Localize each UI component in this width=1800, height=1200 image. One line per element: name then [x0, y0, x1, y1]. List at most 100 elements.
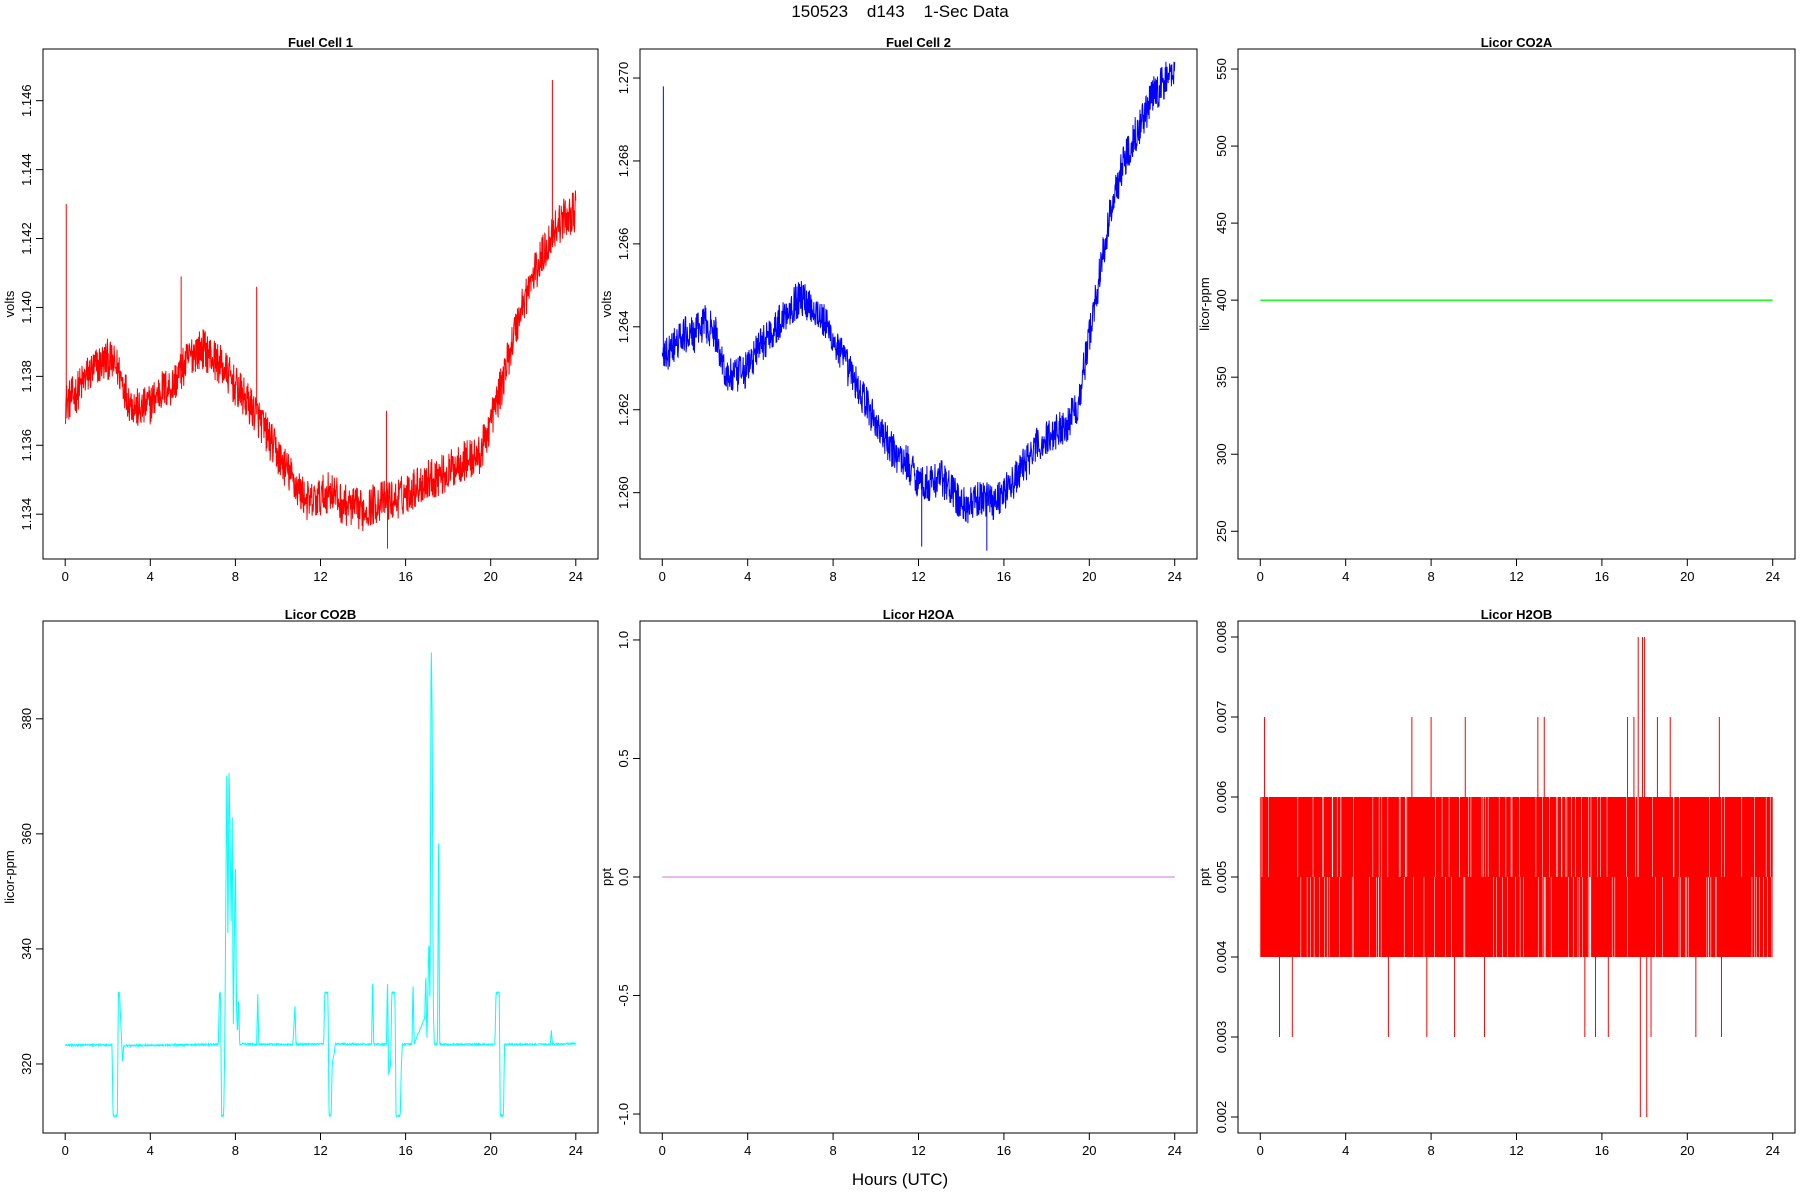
- y-tick-label: 1.144: [19, 153, 34, 186]
- y-tick-label: 340: [19, 938, 34, 960]
- y-tick-label: 0.008: [1214, 621, 1229, 654]
- y-tick-label: 0.5: [616, 749, 631, 767]
- y-axis-label: volts: [2, 290, 17, 317]
- y-tick-label: -0.5: [616, 984, 631, 1006]
- x-tick-label: 20: [1082, 569, 1096, 584]
- panel-title: Licor H2OA: [883, 607, 955, 622]
- plot-area: [64, 652, 577, 1118]
- panel-title: Fuel Cell 2: [886, 35, 951, 50]
- y-axis-label: volts: [599, 290, 614, 317]
- x-tick-label: 20: [1082, 1143, 1096, 1158]
- plot-frame: [1237, 48, 1796, 560]
- x-tick-label: 4: [147, 569, 154, 584]
- x-tick-label: 4: [1342, 569, 1349, 584]
- y-tick-label: 1.266: [616, 228, 631, 261]
- data-line: [661, 61, 1176, 524]
- x-tick-label: 24: [569, 1143, 583, 1158]
- y-tick-label: 1.262: [616, 393, 631, 426]
- panel-title: Licor H2OB: [1481, 607, 1553, 622]
- x-tick-label: 8: [1427, 569, 1434, 584]
- x-tick-label: 0: [1257, 569, 1264, 584]
- x-tick-label: 20: [483, 1143, 497, 1158]
- y-tick-label: 1.270: [616, 62, 631, 95]
- x-tick-label: 0: [1257, 1143, 1264, 1158]
- y-axis-label: licor-ppm: [1197, 277, 1212, 330]
- panel-3: Licor CO2A licor-ppm 0 4 8 12 16 20 24 250 300 350 4…: [1197, 35, 1796, 584]
- x-tick-label: 8: [232, 1143, 239, 1158]
- plot-area: [1260, 637, 1773, 1117]
- x-tick-label: 20: [1680, 1143, 1694, 1158]
- data-line: [64, 652, 577, 1118]
- y-tick-label: 300: [1214, 443, 1229, 465]
- y-tick-label: 0.003: [1214, 1021, 1229, 1054]
- y-tick-label: 1.142: [19, 222, 34, 255]
- figure-title: 150523 d143 1-Sec Data: [791, 2, 1009, 21]
- panel-2: Fuel Cell 2 volts 0 4 8 12 16 20 24 1.260 1.262 1.2…: [599, 35, 1198, 584]
- panel-1: Fuel Cell 1 volts 0 4 8 12 16 20 24 1.134 1.136 1.1…: [2, 35, 599, 584]
- x-tick-label: 12: [1509, 569, 1523, 584]
- data-line: [64, 190, 577, 532]
- x-tick-label: 8: [829, 1143, 836, 1158]
- x-tick-label: 12: [911, 569, 925, 584]
- x-tick-label: 0: [62, 569, 69, 584]
- x-tick-label: 16: [398, 569, 412, 584]
- y-tick-label: 1.0: [616, 631, 631, 649]
- y-tick-label: 0.002: [1214, 1101, 1229, 1134]
- plot-frame: [42, 620, 599, 1134]
- y-tick-label: 320: [19, 1053, 34, 1075]
- y-axis-label: ppt: [599, 868, 614, 886]
- y-tick-label: 450: [1214, 212, 1229, 234]
- x-tick-label: 24: [569, 569, 583, 584]
- x-tick-label: 20: [483, 569, 497, 584]
- x-tick-label: 16: [398, 1143, 412, 1158]
- x-tick-label: 4: [744, 1143, 751, 1158]
- y-tick-label: 0.005: [1214, 861, 1229, 894]
- x-tick-label: 16: [997, 1143, 1011, 1158]
- x-tick-label: 0: [62, 1143, 69, 1158]
- x-tick-label: 16: [1595, 1143, 1609, 1158]
- y-tick-label: 360: [19, 823, 34, 845]
- x-tick-label: 20: [1680, 569, 1694, 584]
- x-tick-label: 8: [232, 569, 239, 584]
- plot-area: [661, 61, 1176, 551]
- x-tick-label: 12: [911, 1143, 925, 1158]
- panel-title: Licor CO2B: [285, 607, 357, 622]
- y-tick-label: 250: [1214, 520, 1229, 542]
- panel-6: Licor H2OB ppt 0 4 8 12 16 20 24 0.002 0.003 0.004 0…: [1197, 607, 1796, 1158]
- y-axis-label: ppt: [1197, 868, 1212, 886]
- x-tick-label: 24: [1167, 569, 1181, 584]
- y-tick-label: 0.007: [1214, 701, 1229, 734]
- panel-title: Fuel Cell 1: [288, 35, 353, 50]
- y-tick-label: 1.134: [19, 498, 34, 531]
- x-tick-label: 24: [1167, 1143, 1181, 1158]
- y-tick-label: 350: [1214, 366, 1229, 388]
- y-tick-label: 1.146: [19, 84, 34, 117]
- x-tick-label: 4: [744, 569, 751, 584]
- x-tick-label: 16: [1595, 569, 1609, 584]
- y-axis-label: licor-ppm: [2, 850, 17, 903]
- x-axis-title: Hours (UTC): [851, 1170, 949, 1189]
- y-tick-label: 1.264: [616, 311, 631, 344]
- panel-4: Licor CO2B licor-ppm 0 4 8 12 16 20 24 320 340 360 3…: [2, 607, 599, 1158]
- plot-area: [64, 80, 577, 549]
- x-tick-label: 16: [997, 569, 1011, 584]
- x-tick-label: 0: [659, 569, 666, 584]
- x-tick-label: 8: [829, 569, 836, 584]
- y-tick-label: -1.0: [616, 1103, 631, 1125]
- y-tick-label: 0.0: [616, 868, 631, 886]
- x-tick-label: 24: [1765, 569, 1779, 584]
- x-tick-label: 24: [1765, 1143, 1779, 1158]
- y-tick-label: 1.136: [19, 429, 34, 462]
- x-tick-label: 12: [313, 1143, 327, 1158]
- y-tick-label: 380: [19, 708, 34, 730]
- plot-frame: [42, 48, 599, 560]
- y-tick-label: 0.006: [1214, 781, 1229, 814]
- y-tick-label: 1.260: [616, 476, 631, 509]
- y-tick-label: 0.004: [1214, 941, 1229, 974]
- x-tick-label: 0: [659, 1143, 666, 1158]
- x-tick-label: 4: [1342, 1143, 1349, 1158]
- panel-title: Licor CO2A: [1481, 35, 1553, 50]
- x-tick-label: 8: [1427, 1143, 1434, 1158]
- x-tick-label: 12: [313, 569, 327, 584]
- y-tick-label: 500: [1214, 135, 1229, 157]
